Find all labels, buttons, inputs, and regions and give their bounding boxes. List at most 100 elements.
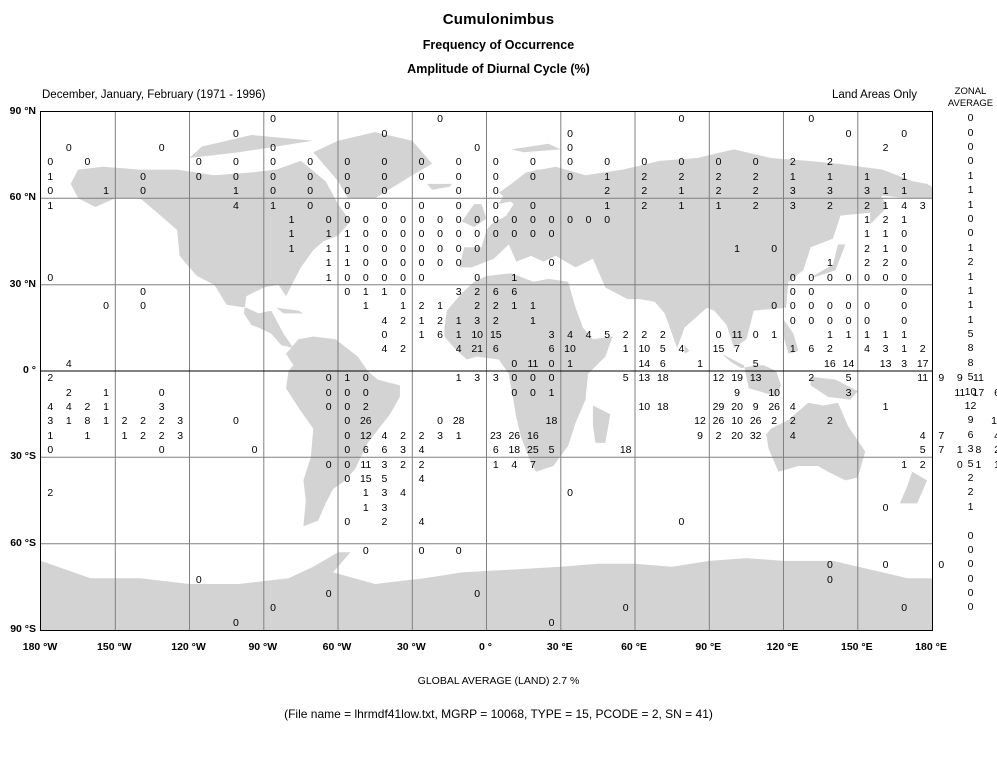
grid-cell-value: 0 [437, 256, 444, 269]
x-axis-tick: 60 °E [621, 641, 647, 653]
grid-cell-value: 1 [567, 357, 573, 370]
y-axis-tick: 30 °N [9, 277, 36, 290]
grid-cell-value: 2 [659, 328, 666, 341]
grid-cell-value: 2 [418, 300, 425, 313]
grid-cell-value: 11 [360, 458, 372, 471]
grid-cell-value: 6 [437, 328, 444, 341]
grid-cell-value: 0 [47, 156, 54, 169]
grid-cell-value: 0 [47, 271, 54, 284]
grid-cell-value: 4 [418, 472, 425, 485]
grid-cell-value: 1 [734, 242, 741, 255]
grid-cell-value: 26 [749, 415, 762, 428]
grid-cell-value: 4 [47, 400, 54, 413]
grid-cell-value: 0 [938, 559, 945, 572]
grid-cell-value: 1 [103, 415, 109, 428]
grid-cell-value: 0 [381, 156, 388, 169]
grid-cell-value: 2 [789, 156, 796, 169]
grid-cell-value: 2 [158, 429, 165, 442]
grid-cell-value: 2 [381, 515, 388, 528]
grid-cell-value: 1 [826, 256, 833, 269]
x-axis-tick: 120 °W [171, 641, 206, 653]
grid-cell-value: 2 [882, 141, 889, 154]
grid-cell-value: 1 [864, 170, 870, 183]
grid-cell-value: 0 [567, 213, 573, 226]
grid-cell-value: 0 [511, 228, 518, 241]
grid-cell-value: 19 [731, 371, 743, 384]
grid-cell-value: 3 [474, 371, 481, 384]
grid-cell-value: 0 [808, 112, 815, 125]
grid-cell-value: 0 [492, 199, 499, 212]
grid-cell-value: 1 [826, 328, 833, 341]
grid-cell-value: 0 [474, 271, 481, 284]
x-axis-tick: 30 °E [546, 641, 573, 653]
grid-cell-value: 0 [325, 371, 332, 384]
grid-cell-value: 0 [325, 458, 332, 471]
grid-cell-value: 13 [749, 371, 762, 384]
grid-cell-value: 26 [508, 429, 521, 442]
grid-cell-value: 0 [474, 587, 481, 600]
zonal-average-value: 1 [967, 169, 974, 182]
grid-cell-value: 2 [492, 300, 499, 313]
grid-cell-value: 1 [103, 184, 109, 197]
grid-cell-value: 0 [529, 228, 536, 241]
grid-cell-value: 3 [177, 429, 184, 442]
grid-cell-value: 5 [659, 343, 666, 356]
grid-cell-value: 1 [418, 328, 425, 341]
grid-cell-value: 0 [140, 300, 147, 313]
grid-cell-value: 2 [789, 415, 796, 428]
grid-cell-value: 0 [529, 170, 536, 183]
grid-cell-value: 28 [452, 415, 465, 428]
grid-cell-value: 1 [47, 199, 54, 212]
grid-cell-value: 0 [325, 400, 332, 413]
subtitle-frequency: Frequency of Occurrence [422, 38, 575, 52]
grid-cell-value: 0 [864, 300, 870, 313]
grid-cell-value: 0 [529, 199, 536, 212]
grid-cell-value: 0 [140, 170, 147, 183]
grid-cell-value: 0 [140, 285, 147, 298]
grid-cell-value: 0 [845, 271, 852, 284]
grid-cell-value: 0 [567, 487, 573, 500]
zonal-header-line2: AVERAGE [947, 98, 994, 109]
grid-cell-value: 3 [826, 184, 833, 197]
grid-cell-value: 0 [492, 184, 499, 197]
grid-cell-value: 1 [864, 228, 870, 241]
grid-cell-value: 2 [604, 184, 611, 197]
grid-cell-value: 1 [288, 213, 295, 226]
grid-cell-value: 4 [455, 343, 462, 356]
grid-cell-value: 1 [325, 271, 332, 284]
grid-cell-value: 18 [656, 371, 669, 384]
grid-cell-value: 0 [752, 156, 759, 169]
grid-cell-value: 1 [437, 300, 444, 313]
y-axis-tick: 0 ° [23, 364, 36, 376]
grid-cell-value: 0 [455, 242, 462, 255]
x-axis-tick: 60 °W [322, 641, 352, 653]
grid-cell-value: 3 [400, 443, 406, 456]
land-areas-label: Land Areas Only [832, 89, 918, 101]
grid-cell-value: 1 [362, 501, 369, 514]
grid-cell-value: 2 [864, 242, 870, 255]
grid-cell-value: 1 [418, 314, 425, 327]
x-axis-tick: 150 °W [97, 641, 132, 653]
grid-cell-value: 1 [47, 429, 54, 442]
grid-cell-value: 1 [864, 328, 870, 341]
grid-cell-value: 4 [400, 487, 406, 500]
grid-cell-value: 4 [418, 443, 425, 456]
grid-cell-value: 12 [359, 429, 372, 442]
grid-cell-value: 20 [731, 429, 743, 442]
zonal-header-line1: ZONAL [954, 86, 987, 97]
grid-cell-value: 2 [919, 343, 926, 356]
grid-cell-value: 2 [826, 343, 833, 356]
grid-cell-value: 0 [882, 501, 889, 514]
grid-cell-value: 0 [808, 314, 815, 327]
grid-cell-value: 2 [919, 458, 926, 471]
grid-cell-value: 1 [901, 328, 908, 341]
grid-cell-value: 0 [678, 156, 685, 169]
grid-cell-value: 3 [845, 386, 852, 399]
grid-cell-value: 5 [604, 328, 611, 341]
grid-cell-value: 1 [901, 170, 908, 183]
grid-cell-value: 0 [270, 184, 276, 197]
grid-cell-value: 2 [437, 314, 444, 327]
y-axis: 90 °N 60 °N 30 °N 0 ° 30 °S 60 °S 90 °S [0, 105, 36, 635]
grid-cell-value: 0 [344, 458, 351, 471]
grid-cell-value: 8 [975, 443, 982, 456]
